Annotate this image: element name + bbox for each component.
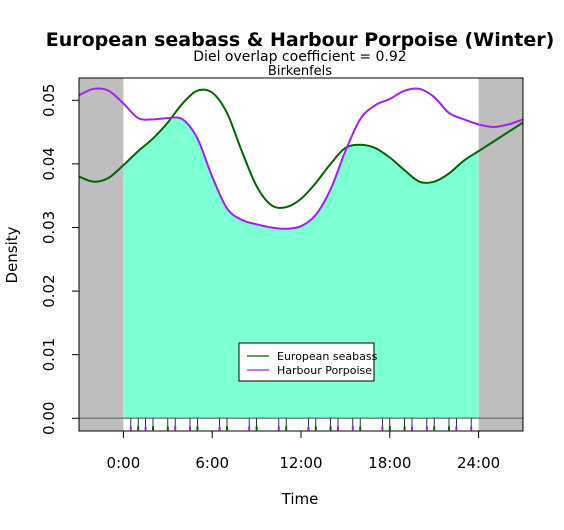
y-axis: 0.00 0.01 0.02 0.03 0.04 0.05 [40,84,80,435]
y-tick-label: 0.02 [40,274,58,307]
density-curves [78,87,524,230]
night-shade-1 [79,78,124,431]
location-label: Birkenfels [268,64,332,79]
x-tick-label: 6:00 [195,454,229,472]
y-axis-label: Density [3,226,21,283]
x-tick-label: 0:00 [107,454,141,472]
series-line-1 [78,88,524,209]
series-line-2 [78,87,524,230]
chart-title: European seabass & Harbour Porpoise (Win… [46,29,555,51]
y-tick-label: 0.03 [40,211,58,244]
x-tick-label: 12:00 [279,454,322,472]
legend-label: European seabass [277,350,378,363]
y-tick-label: 0.00 [40,402,58,435]
y-tick-label: 0.05 [40,84,58,117]
chart-subtitle: Diel overlap coefficient = 0.92 [193,49,406,65]
y-tick-label: 0.01 [40,338,58,371]
x-axis-label: Time [281,490,319,508]
overlap-area [123,118,479,419]
x-tick-label: 18:00 [368,454,411,472]
legend-box [238,342,375,382]
y-tick-label: 0.04 [40,147,58,180]
legend-label: Harbour Porpoise [277,364,372,377]
rug-marks [129,418,473,431]
overlap-polygon [123,118,479,419]
x-tick-label: 24:00 [457,454,500,472]
night-shade-2 [478,78,523,431]
x-axis: 0:00 6:00 12:00 18:00 24:00 [107,430,500,472]
